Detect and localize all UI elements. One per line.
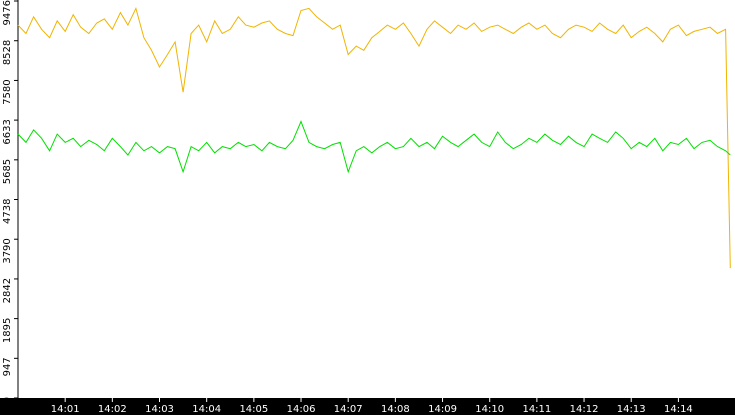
x-tick-label: 14:04 [192, 404, 221, 415]
x-axis-band [0, 398, 735, 415]
x-tick-label: 14:08 [381, 404, 410, 415]
y-tick-label: 5685 [2, 159, 13, 184]
x-tick-label: 14:06 [287, 404, 316, 415]
y-tick-label: 1895 [2, 318, 13, 343]
x-tick-label: 14:01 [51, 404, 80, 415]
x-tick-label: 14:11 [522, 404, 551, 415]
y-tick-label: 3790 [2, 238, 13, 263]
y-tick-label: 947 [2, 357, 13, 376]
x-tick-label: 14:13 [617, 404, 646, 415]
series-line [17, 120, 731, 174]
y-tick-label: 7580 [2, 79, 13, 104]
x-tick-label: 14:12 [570, 404, 599, 415]
series-line [17, 6, 731, 269]
y-tick-label: 4738 [2, 199, 13, 224]
y-tick-label: 8528 [2, 40, 13, 65]
x-tick-label: 14:09 [428, 404, 457, 415]
y-tick-label: 9476 [2, 0, 13, 25]
x-tick-label: 14:03 [145, 404, 174, 415]
y-tick-label: 6633 [2, 119, 13, 144]
x-tick-label: 14:02 [98, 404, 127, 415]
x-tick-label: 14:10 [475, 404, 504, 415]
x-tick-label: 14:14 [664, 404, 693, 415]
y-tick-label: 0 [2, 397, 13, 403]
x-tick-label: 14:05 [239, 404, 268, 415]
x-tick-label: 14:07 [334, 404, 363, 415]
y-tick-label: 2842 [2, 278, 13, 303]
